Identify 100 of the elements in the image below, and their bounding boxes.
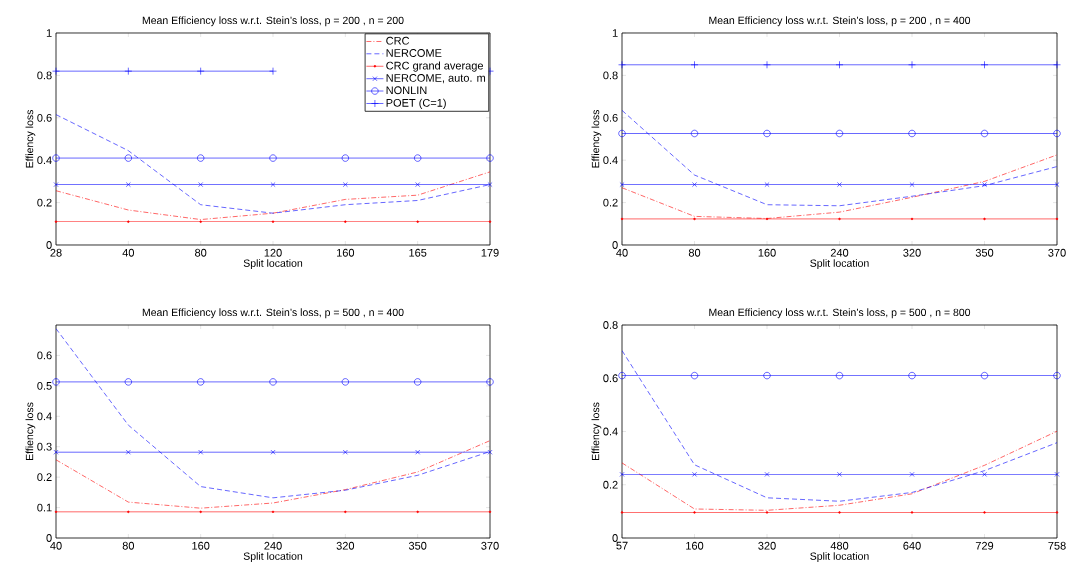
y-tick-label: 1 (46, 29, 52, 37)
y-tick-label: 0.4 (603, 427, 618, 436)
x-tick-label: 57 (616, 541, 628, 550)
y-tick-label: 0 (46, 534, 52, 542)
y-tick-label: 0 (612, 534, 618, 542)
point (1053, 60, 1061, 69)
x-tick-label: 160 (337, 248, 355, 257)
legend-label: CRC (386, 36, 410, 45)
point (52, 154, 60, 162)
point (982, 182, 987, 187)
legend-label: NERCOME, auto. m (386, 74, 486, 84)
x-tick-label: 40 (122, 248, 135, 257)
point (124, 378, 132, 386)
y-tick-label: 0.8 (603, 321, 618, 329)
point (414, 154, 422, 162)
x-tick-label: 160 (686, 541, 704, 550)
y-tick-label: 0.4 (37, 156, 52, 165)
y-tick-label: 0.6 (603, 374, 618, 383)
y-tick-label: 0.2 (603, 480, 618, 489)
x-tick-label: 165 (409, 248, 427, 257)
point (53, 182, 59, 187)
chart-title: Mean Efficiency loss w.r.t. Stein’s loss, p = 500 , n = 400 (142, 308, 404, 319)
point (980, 129, 989, 138)
point (690, 129, 699, 138)
point (52, 67, 60, 75)
y-tick-label: 0.2 (603, 198, 618, 207)
point (764, 471, 770, 477)
x-tick-label: 120 (264, 248, 282, 257)
point (835, 129, 844, 138)
y-tick-label: 0.2 (37, 198, 52, 207)
point (908, 129, 916, 138)
point (341, 378, 349, 386)
point (269, 154, 277, 162)
point (908, 371, 916, 380)
point (1053, 371, 1061, 380)
point (125, 182, 131, 187)
x-tick-label: 160 (192, 541, 210, 550)
point (415, 182, 421, 187)
y-tick-label: 0.4 (603, 156, 618, 165)
point (690, 371, 699, 380)
point (198, 182, 204, 187)
point (982, 471, 987, 477)
x-tick-label: 80 (195, 248, 207, 257)
point (909, 182, 915, 187)
point (619, 471, 625, 477)
y-tick-label: 0.3 (37, 442, 52, 451)
y-tick-label: 0.6 (603, 113, 618, 122)
y-tick-label: 0.6 (37, 351, 52, 360)
x-axis-title: Split location (243, 259, 303, 269)
x-tick-label: 160 (758, 248, 776, 257)
x-tick-label: 320 (336, 541, 355, 550)
x-axis-title: Split location (243, 552, 303, 562)
x-tick-label: 240 (830, 248, 849, 257)
x-tick-label: 40 (50, 541, 62, 550)
point (909, 471, 915, 477)
y-tick-label: 0.1 (37, 503, 52, 512)
x-tick-label: 729 (975, 541, 994, 550)
point (124, 67, 133, 75)
point (415, 449, 421, 455)
point (763, 371, 771, 380)
legend-label: POET (C=1) (386, 98, 446, 109)
point (618, 129, 626, 138)
x-tick-label: 370 (1048, 248, 1066, 257)
point (908, 60, 916, 69)
chart-title: Mean Efficiency loss w.r.t. Stein’s loss, p = 200 , n = 200 (142, 16, 404, 27)
point (618, 371, 626, 380)
x-tick-label: 370 (481, 541, 499, 550)
x-tick-label: 758 (1048, 541, 1066, 550)
x-axis-title: Split location (810, 259, 869, 269)
point (341, 154, 349, 162)
point (53, 449, 59, 455)
x-tick-label: 480 (830, 541, 849, 550)
point (486, 378, 494, 386)
point (125, 449, 131, 455)
point (692, 182, 697, 187)
x-tick-label: 80 (688, 248, 701, 257)
point (342, 182, 348, 187)
point (619, 182, 625, 187)
x-tick-label: 240 (264, 541, 282, 550)
y-tick-label: 1 (612, 29, 618, 37)
x-tick-label: 80 (122, 541, 135, 550)
point (763, 60, 771, 69)
y-tick-label: 0.4 (37, 412, 52, 421)
x-tick-label: 350 (408, 541, 427, 550)
legend-label: NONLIN (386, 86, 427, 95)
point (1054, 471, 1060, 477)
y-axis-title: Effiency loss (25, 110, 36, 168)
x-tick-label: 640 (903, 541, 921, 550)
point (980, 371, 989, 380)
x-tick-label: 179 (481, 248, 499, 257)
x-tick-label: 40 (616, 248, 628, 257)
point (487, 182, 493, 187)
point (763, 129, 771, 138)
x-tick-label: 320 (903, 248, 921, 257)
y-tick-label: 0.8 (37, 71, 52, 80)
point (837, 182, 842, 187)
y-axis-title: Effiency loss (591, 110, 602, 168)
y-tick-label: 0.5 (37, 381, 52, 390)
y-tick-label: 0.8 (603, 71, 618, 80)
y-tick-label: 0.2 (37, 473, 52, 482)
